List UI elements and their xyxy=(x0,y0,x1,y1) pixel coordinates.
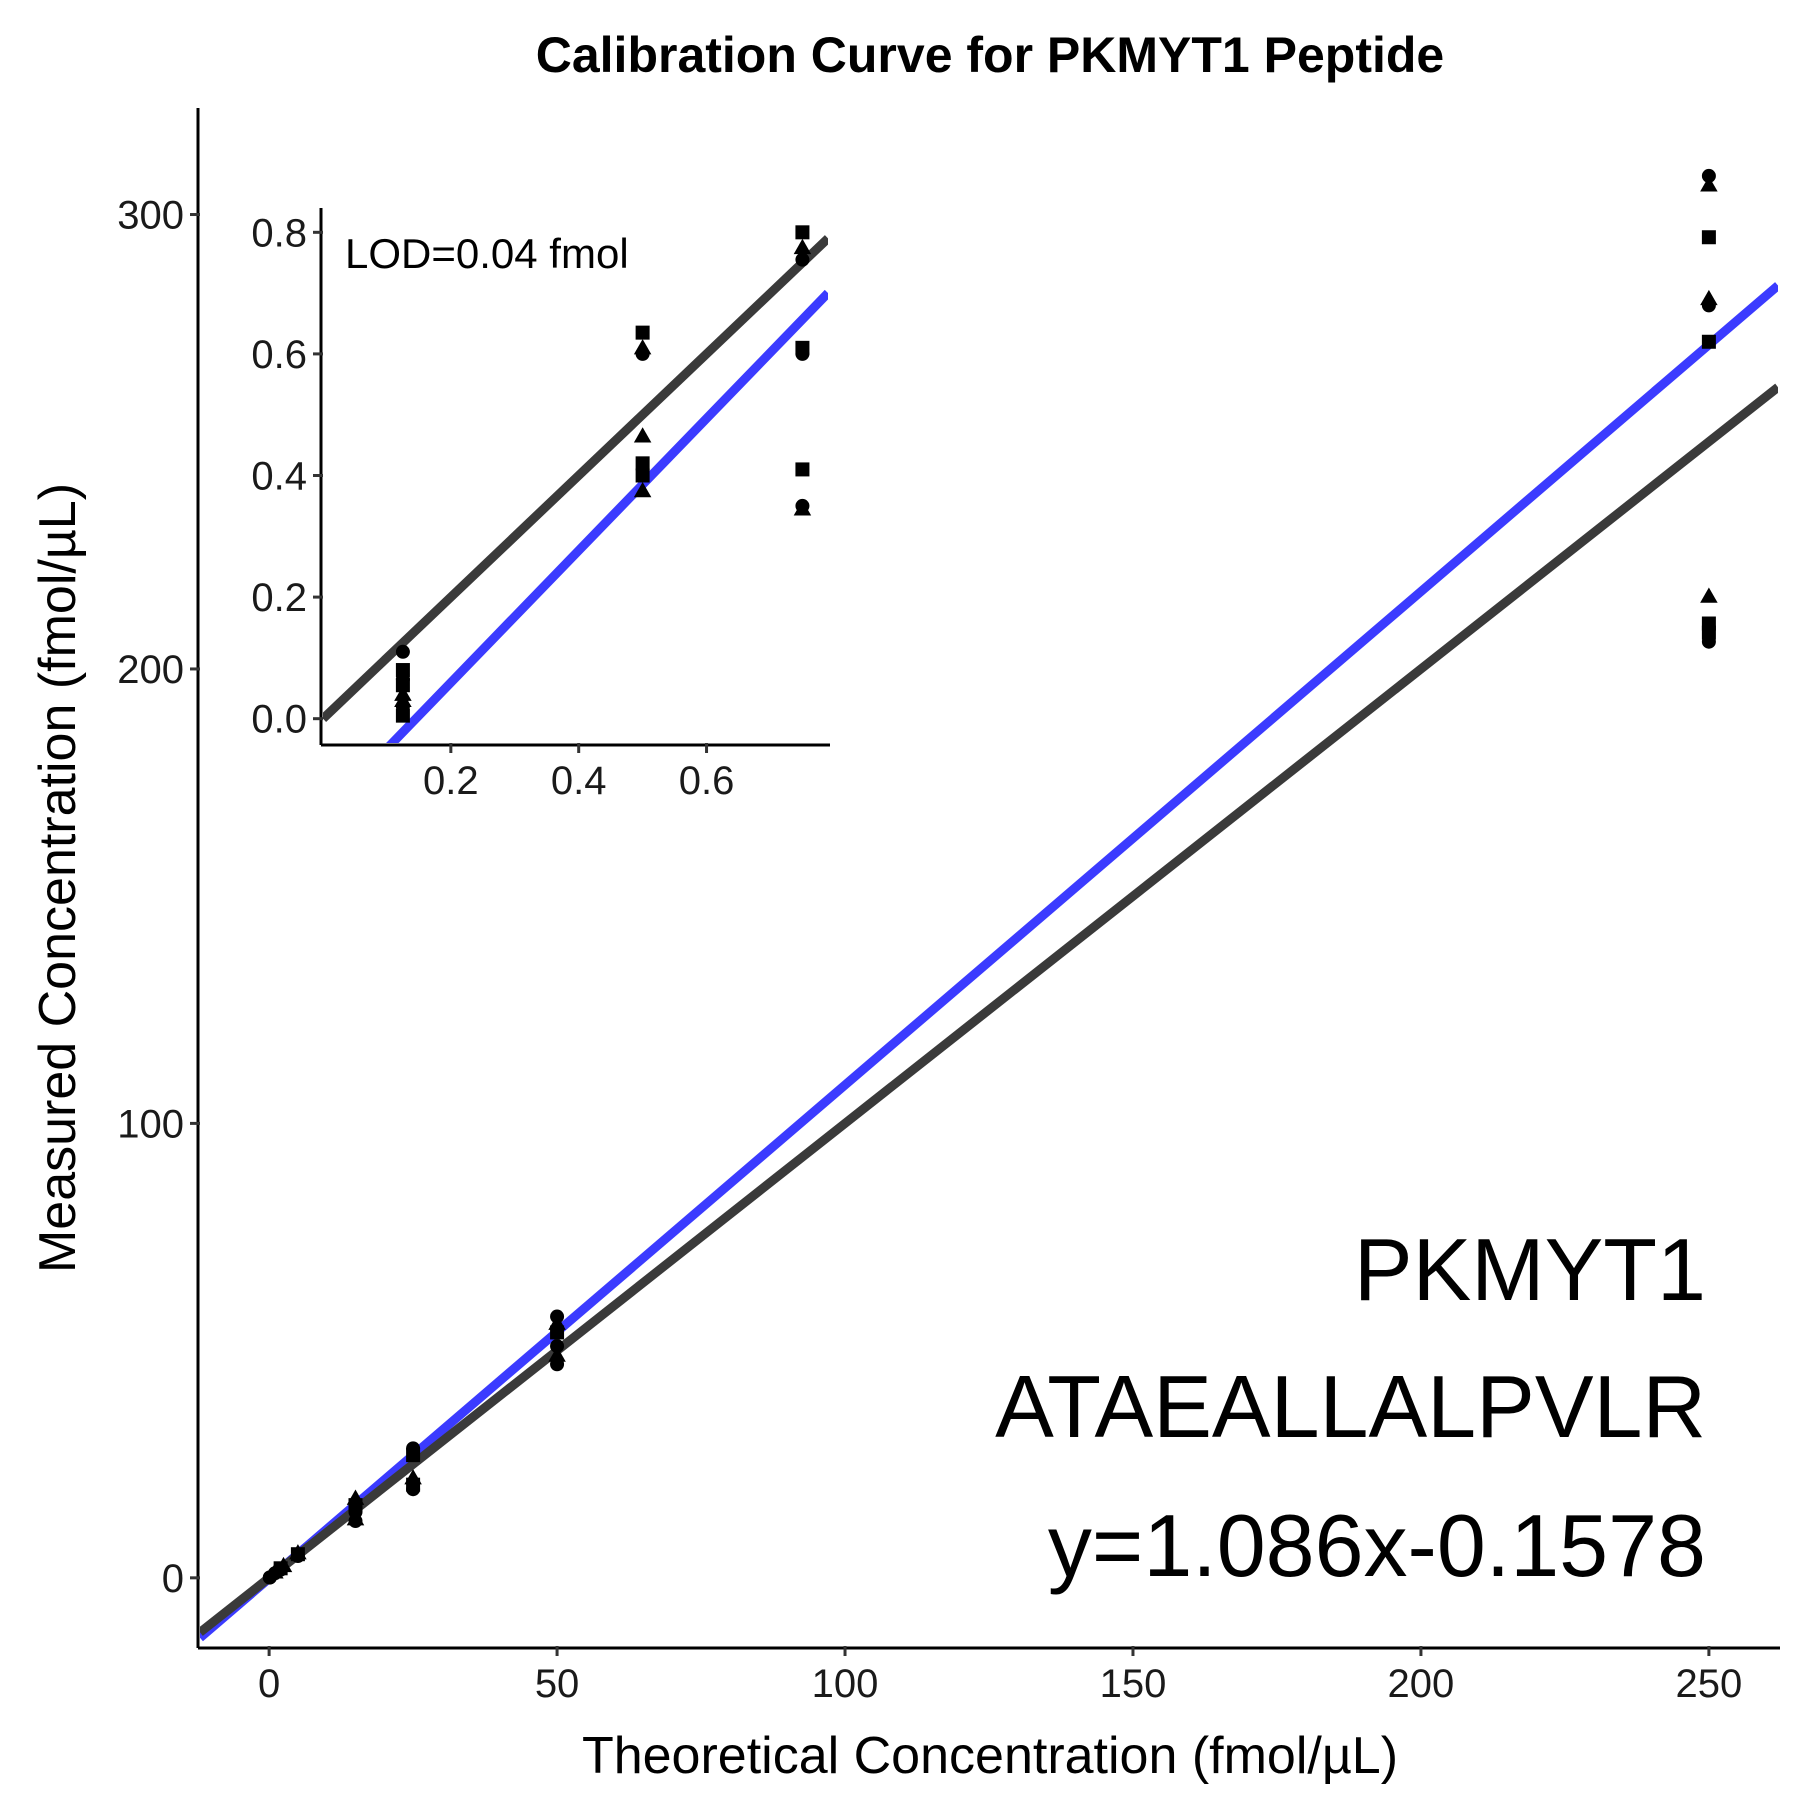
inset-data-point-triangle xyxy=(633,427,652,443)
data-point-square xyxy=(550,1325,565,1340)
fit-line xyxy=(200,282,1778,1642)
inset-data-point-triangle xyxy=(633,481,652,498)
data-point-triangle xyxy=(548,1346,566,1362)
annotation-block: PKMYT1 ATAEALLALPVLR y=1.086x-0.1578 xyxy=(995,1220,1706,1595)
data-point-circle xyxy=(1701,298,1716,313)
regression-equation: y=1.086x-0.1578 xyxy=(1048,1496,1706,1595)
data-point-triangle xyxy=(1700,587,1718,603)
x-tick-label: 100 xyxy=(812,1662,879,1706)
y-axis-ticks: 0 100 200 300 xyxy=(117,194,200,1601)
x-tick-label: 250 xyxy=(1676,1662,1743,1706)
data-point-circle xyxy=(1701,634,1716,649)
inset-data-point-square xyxy=(395,678,410,693)
x-tick-label: 200 xyxy=(1388,1662,1455,1706)
data-point-square xyxy=(1701,334,1716,349)
inset-x-tick-label: 0.4 xyxy=(551,759,607,803)
inset-data-point-square xyxy=(795,462,810,477)
inset-data-point-square xyxy=(635,468,650,483)
inset-data-point-square xyxy=(635,325,650,340)
peptide-sequence: ATAEALLALPVLR xyxy=(995,1357,1706,1456)
main-plot-area: 0 50 100 150 200 250 0 100 200 300 xyxy=(117,108,1780,1706)
identity-line xyxy=(200,383,1778,1636)
x-tick-label: 150 xyxy=(1100,1662,1167,1706)
inset-y-axis-ticks: 0.0 0.2 0.4 0.6 0.8 xyxy=(251,211,323,742)
y-tick-label: 100 xyxy=(117,1102,184,1146)
regression-lines xyxy=(200,282,1778,1642)
inset-data-point-circle xyxy=(795,252,810,267)
x-axis-ticks: 0 50 100 150 200 250 xyxy=(258,1646,1742,1706)
data-point-circle xyxy=(1701,168,1716,183)
data-points xyxy=(262,168,1718,1585)
data-point-triangle xyxy=(1700,176,1718,192)
inset-data-point-circle xyxy=(795,346,810,361)
data-point-triangle xyxy=(274,1556,293,1573)
inset-identity-line xyxy=(323,235,828,722)
y-tick-label: 0 xyxy=(162,1557,184,1601)
data-point-triangle xyxy=(289,1544,307,1560)
y-axis-title: Measured Concentration (fmol/µL) xyxy=(29,483,87,1273)
data-point-circle xyxy=(406,1482,421,1497)
inset-data-point-circle xyxy=(795,498,810,513)
inset-y-tick-label: 0.8 xyxy=(251,211,307,255)
lod-label: LOD=0.04 fmol xyxy=(345,230,629,277)
inset-data-point-circle xyxy=(635,346,650,361)
data-point-circle xyxy=(550,1357,565,1372)
protein-name: PKMYT1 xyxy=(1354,1220,1706,1319)
y-tick-label: 200 xyxy=(117,648,184,692)
data-point-square xyxy=(406,1448,421,1463)
inset-y-tick-label: 0.4 xyxy=(251,455,307,499)
x-tick-label: 0 xyxy=(258,1662,280,1706)
inset-y-tick-label: 0.2 xyxy=(251,576,307,620)
inset-data-point-square xyxy=(635,456,650,471)
inset-plot-area: 0.2 0.4 0.6 0.0 0.2 0.4 0.6 0.8 LOD=0.04 fmol xyxy=(251,208,830,803)
inset-x-tick-label: 0.2 xyxy=(423,759,479,803)
inset-y-tick-label: 0.0 xyxy=(251,698,307,742)
inset-fit-line xyxy=(386,289,828,743)
inset-regression-lines xyxy=(323,235,828,743)
chart-title: Calibration Curve for PKMYT1 Peptide xyxy=(536,27,1444,83)
inset-data-point-circle xyxy=(395,644,410,659)
inset-x-tick-label: 0.6 xyxy=(679,759,735,803)
inset-x-axis-ticks: 0.2 0.4 0.6 xyxy=(423,743,734,803)
inset-data-point-square xyxy=(795,225,810,240)
y-tick-label: 300 xyxy=(117,194,184,238)
data-point-circle xyxy=(348,1514,363,1529)
x-axis-title: Theoretical Concentration (fmol/µL) xyxy=(582,1727,1398,1785)
x-tick-label: 50 xyxy=(535,1662,580,1706)
data-point-square xyxy=(1701,230,1716,245)
inset-data-point-triangle xyxy=(793,238,812,255)
data-point-circle xyxy=(550,1339,565,1354)
inset-data-points xyxy=(394,225,812,723)
inset-y-tick-label: 0.6 xyxy=(251,333,307,377)
inset-data-point-square xyxy=(395,708,410,723)
